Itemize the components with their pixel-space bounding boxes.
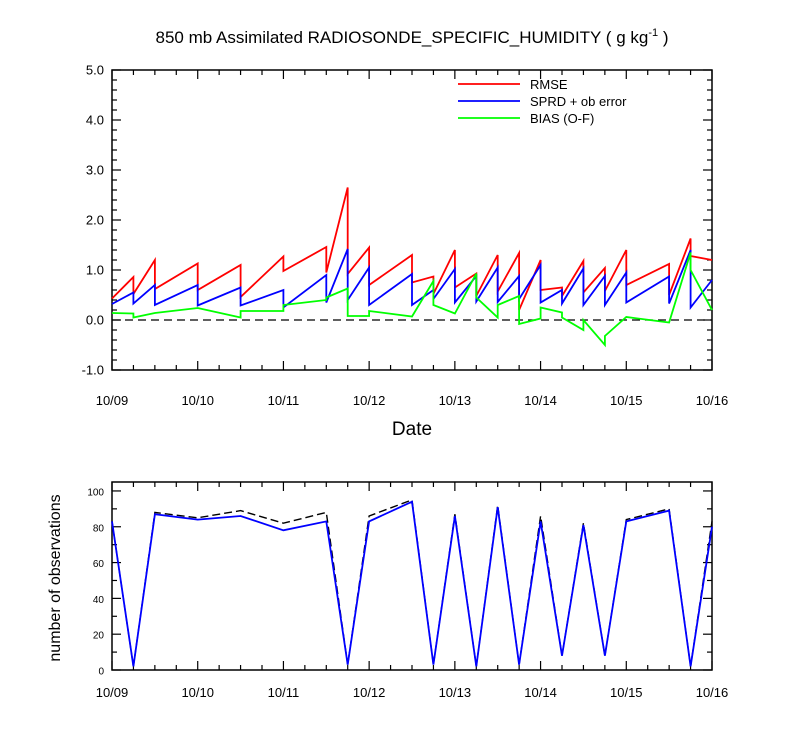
top-x-tick-label: 10/09 [96,393,129,408]
top-x-tick-label: 10/10 [181,393,214,408]
legend-label-0: RMSE [530,77,568,92]
bottom-series-possible [111,498,713,667]
bottom-x-tick-label: 10/13 [439,685,472,700]
bottom-x-tick-label: 10/14 [524,685,557,700]
bottom-y-tick-label: 60 [93,559,105,570]
top-y-tick-label: 2.0 [86,213,104,228]
top-panel: 10/09 10/10 10/11 10/12 10/13 10/14 10/15 10/16… [82,63,729,409]
bottom-x-tick-label: 10/12 [353,685,386,700]
bottom-x-tick-label: 10/16 [696,685,729,700]
top-y-tick-label: 0.0 [86,313,104,328]
top-series-bias-o-f [111,252,713,348]
bottom-y-tick-label: 40 [93,595,105,606]
bottom-y-axis-label: number of observations [47,494,64,661]
top-x-tick-label: 10/15 [610,393,643,408]
bottom-plot-frame [111,481,713,671]
bottom-y-tick-label: 0 [98,667,104,678]
legend-label-1: SPRD + ob error [530,94,627,109]
top-y-tick-label: 5.0 [86,63,104,78]
bottom-x-tick-label: 10/10 [181,685,214,700]
top-plot-frame [111,69,713,371]
top-series-sprd-ob-error [111,248,713,311]
bottom-x-tick-label: 10/15 [610,685,643,700]
top-y-tick-label: 1.0 [86,263,104,278]
top-x-tick-label: 10/13 [439,393,472,408]
bottom-y-tick-label: 80 [93,523,105,534]
chart-title: 850 mb Assimilated RADIOSONDE_SPECIFIC_H… [156,27,669,47]
chart-title-end: ) [658,28,668,47]
top-x-tick-label: 10/16 [696,393,729,408]
top-y-tick-label: 4.0 [86,113,104,128]
top-y-tick-label: 3.0 [86,163,104,178]
bottom-panel: 10/09 10/10 10/11 10/12 10/13 10/14 10/15 10/16… [87,481,729,700]
top-x-tick-label: 10/12 [353,393,386,408]
top-x-axis-label: Date [392,419,432,440]
chart-title-main: 850 mb Assimilated RADIOSONDE_SPECIFIC_H… [156,28,649,47]
bottom-series-assimilated [111,500,713,667]
bottom-y-tick-label: 20 [93,631,105,642]
top-y-tick-label: -1.0 [82,363,104,378]
bottom-x-tick-label: 10/11 [268,685,300,700]
chart-title-superscript: -1 [648,27,658,39]
bottom-x-tick-label: 10/09 [96,685,129,700]
bottom-y-tick-label: 100 [87,487,104,498]
top-x-tick-label: 10/14 [524,393,557,408]
top-x-tick-label: 10/11 [268,393,300,408]
legend-label-2: BIAS (O-F) [530,111,594,126]
